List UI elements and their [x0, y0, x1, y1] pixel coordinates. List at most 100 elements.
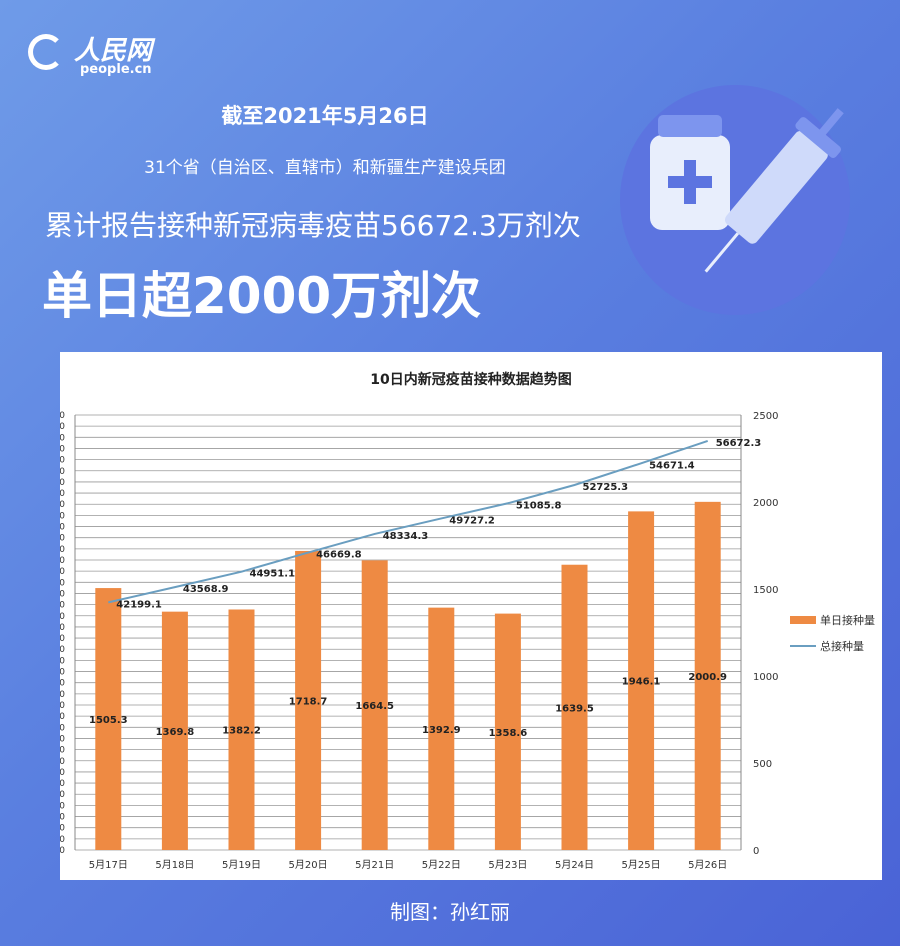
- left-tick-label: 58000: [60, 422, 65, 432]
- left-tick-label: 42000: [60, 601, 65, 611]
- total-line: [108, 440, 709, 604]
- left-tick-label: 20000: [60, 846, 65, 856]
- logo-icon: [28, 34, 64, 70]
- line-data-label: 48334.3: [383, 531, 429, 542]
- chart-panel: 10日内新冠疫苗接种数据趋势图 200002100022000230002400…: [36, 352, 882, 880]
- line-data-label: 54671.4: [649, 460, 695, 471]
- bar-data-label: 1358.6: [489, 728, 528, 739]
- bar-data-label: 1639.5: [555, 703, 594, 714]
- bar: [694, 501, 721, 850]
- left-tick-label: 55000: [60, 456, 65, 466]
- left-tick-label: 49000: [60, 523, 65, 533]
- x-tick-label: 5月18日: [155, 859, 194, 871]
- x-tick-label: 5月24日: [555, 859, 594, 871]
- right-tick-label: 0: [753, 846, 759, 857]
- bar: [628, 511, 655, 850]
- right-tick-label: 1000: [753, 672, 778, 683]
- chart-title: 10日内新冠疫苗接种数据趋势图: [370, 371, 571, 388]
- total-text: 累计报告接种新冠病毒疫苗56672.3万剂次: [45, 209, 581, 242]
- left-tick-label: 28000: [60, 757, 65, 767]
- line-data-label: 52725.3: [583, 482, 629, 493]
- left-tick-label: 33000: [60, 701, 65, 711]
- left-tick-label: 32000: [60, 712, 65, 722]
- left-tick-label: 29000: [60, 746, 65, 756]
- left-tick-label: 22000: [60, 824, 65, 834]
- bar-data-label: 1369.8: [156, 727, 195, 738]
- x-tick-label: 5月20日: [289, 859, 328, 871]
- left-tick-label: 47000: [60, 545, 65, 555]
- x-tick-label: 5月19日: [222, 859, 261, 871]
- combo-chart: 10日内新冠疫苗接种数据趋势图 200002100022000230002400…: [36, 371, 875, 871]
- x-tick-label: 5月25日: [622, 859, 661, 871]
- x-tick-label: 5月17日: [89, 859, 128, 871]
- x-tick-label: 5月23日: [488, 859, 527, 871]
- vaccine-syringe-icon: [650, 108, 844, 273]
- line-data-label: 46669.8: [316, 550, 362, 561]
- legend-bar-label: 单日接种量: [820, 613, 875, 627]
- x-tick-label: 5月22日: [422, 859, 461, 871]
- left-tick-label: 34000: [60, 690, 65, 700]
- left-tick-label: 40000: [60, 623, 65, 633]
- left-tick-label: 41000: [60, 612, 65, 622]
- left-tick-label: 38000: [60, 645, 65, 655]
- headline: 单日超2000万剂次: [42, 267, 482, 325]
- left-tick-label: 21000: [60, 835, 65, 845]
- right-tick-label: 1500: [753, 585, 778, 596]
- bar: [228, 609, 255, 850]
- legend-line-label: 总接种量: [820, 639, 864, 653]
- bar: [361, 560, 388, 850]
- left-tick-label: 51000: [60, 500, 65, 510]
- left-tick-label: 23000: [60, 813, 65, 823]
- line-data-label: 56672.3: [716, 438, 762, 449]
- left-tick-label: 26000: [60, 779, 65, 789]
- left-tick-label: 43000: [60, 589, 65, 599]
- left-tick-label: 50000: [60, 511, 65, 521]
- x-tick-label: 5月26日: [688, 859, 727, 871]
- bar-data-label: 2000.9: [688, 672, 727, 683]
- legend-bar-swatch: [790, 616, 816, 624]
- line-data-label: 49727.2: [449, 515, 495, 526]
- date-heading: 截至2021年5月26日: [221, 104, 429, 128]
- left-tick-label: 57000: [60, 433, 65, 443]
- left-tick-label: 39000: [60, 634, 65, 644]
- left-tick-label: 27000: [60, 768, 65, 778]
- left-tick-label: 24000: [60, 801, 65, 811]
- left-tick-label: 31000: [60, 723, 65, 733]
- right-tick-label: 500: [753, 759, 772, 770]
- bar-data-label: 1505.3: [89, 715, 128, 726]
- left-tick-label: 37000: [60, 656, 65, 666]
- left-tick-label: 35000: [60, 679, 65, 689]
- x-tick-label: 5月21日: [355, 859, 394, 871]
- bar-data-label: 1382.2: [222, 726, 261, 737]
- bar: [494, 613, 521, 850]
- left-tick-label: 52000: [60, 489, 65, 499]
- left-tick-label: 44000: [60, 578, 65, 588]
- line-data-label: 44951.1: [250, 569, 296, 580]
- line-data-label: 43568.9: [183, 584, 229, 595]
- left-tick-label: 36000: [60, 668, 65, 678]
- left-tick-label: 59000: [60, 411, 65, 421]
- left-tick-label: 54000: [60, 467, 65, 477]
- left-tick-label: 48000: [60, 534, 65, 544]
- left-tick-label: 30000: [60, 734, 65, 744]
- bar-data-label: 1946.1: [622, 677, 661, 688]
- scope-text: 31个省（自治区、直辖市）和新疆生产建设兵团: [144, 158, 506, 178]
- line-data-label: 42199.1: [116, 599, 162, 610]
- bar: [95, 588, 122, 850]
- left-tick-label: 46000: [60, 556, 65, 566]
- logo-en: people.cn: [80, 62, 152, 77]
- logo-cn: 人民网: [74, 36, 153, 66]
- bar: [428, 607, 455, 850]
- bar: [161, 611, 188, 850]
- bar-data-label: 1718.7: [289, 696, 328, 707]
- right-tick-label: 2000: [753, 498, 778, 509]
- line-data-label: 51085.8: [516, 500, 562, 511]
- bar-data-label: 1664.5: [355, 701, 394, 712]
- bar-data-label: 1392.9: [422, 725, 461, 736]
- right-tick-label: 2500: [753, 411, 778, 422]
- left-tick-label: 53000: [60, 478, 65, 488]
- left-tick-label: 45000: [60, 567, 65, 577]
- bar: [295, 550, 322, 850]
- bar: [561, 564, 588, 850]
